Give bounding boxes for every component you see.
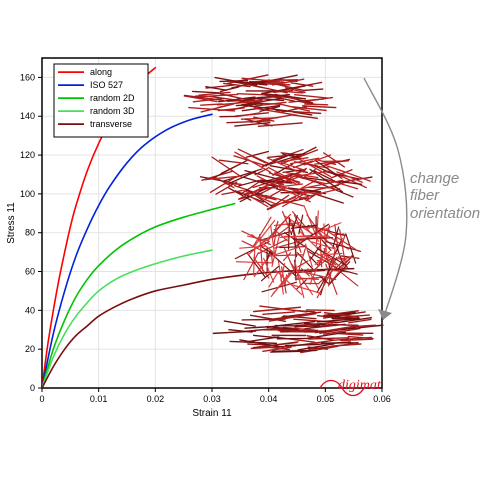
annotation-change-fiber-orientation: change fiber orientation [410,170,480,222]
xtick-label: 0 [39,394,44,404]
ytick-label: 20 [25,344,35,354]
xtick-label: 0.05 [317,394,335,404]
ytick-label: 60 [25,267,35,277]
legend-label: random 2D [90,93,135,103]
x-axis-label: Strain 11 [192,408,232,419]
xtick-label: 0.04 [260,394,278,404]
xtick-label: 0.03 [203,394,221,404]
chart-canvas: 0 0.01 0.02 0.03 0.04 0.05 0.06 0 20 40 60 80 100 120… [0,0,500,500]
legend-label: along [90,67,112,77]
legend-label: random 3D [90,106,135,116]
ytick-label: 140 [20,111,35,121]
legend-label: transverse [90,119,132,129]
ytick-label: 120 [20,150,35,160]
ytick-label: 100 [20,189,35,199]
legend: along ISO 527 random 2D random 3D transverse [54,64,148,137]
xtick-label: 0.02 [147,394,165,404]
ytick-label: 160 [20,72,35,82]
brand-logo-text: digimat [338,378,381,394]
y-axis-label: Stress 11 [6,202,17,244]
xtick-label: 0.01 [90,394,108,404]
xtick-label: 0.06 [373,394,391,404]
legend-label: ISO 527 [90,80,123,90]
ytick-label: 0 [30,383,35,393]
ytick-label: 80 [25,228,35,238]
ytick-label: 40 [25,305,35,315]
